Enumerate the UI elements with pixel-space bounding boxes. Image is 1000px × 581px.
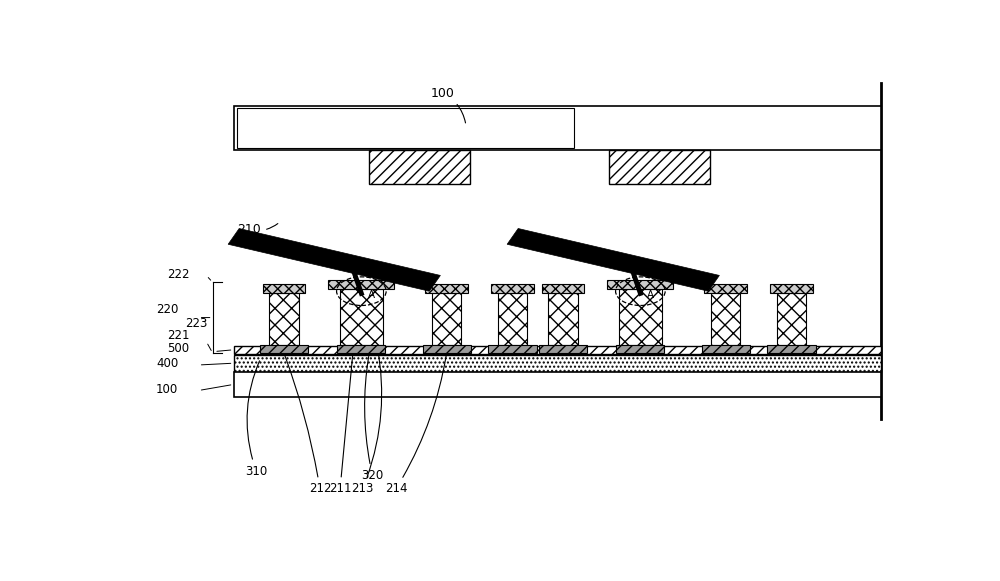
Bar: [425, 285, 468, 293]
Text: 100: 100: [431, 87, 466, 123]
Bar: [702, 345, 750, 353]
Bar: [340, 289, 383, 345]
Text: A: A: [368, 290, 375, 300]
Bar: [777, 293, 806, 345]
Text: 310: 310: [245, 361, 267, 478]
Text: 213: 213: [351, 347, 382, 496]
Bar: [539, 345, 587, 353]
Bar: [607, 280, 673, 289]
Bar: [548, 293, 578, 345]
Bar: [369, 150, 470, 184]
Text: 222: 222: [168, 268, 190, 281]
Bar: [337, 345, 385, 353]
Bar: [507, 228, 719, 291]
Bar: [491, 285, 534, 293]
Bar: [711, 293, 740, 345]
Bar: [234, 106, 881, 150]
Text: 221: 221: [168, 329, 190, 342]
Bar: [767, 345, 816, 353]
Bar: [770, 285, 813, 293]
Text: 320: 320: [361, 357, 384, 482]
Bar: [616, 345, 664, 353]
Text: 500: 500: [168, 342, 190, 354]
Bar: [542, 285, 584, 293]
Bar: [432, 293, 461, 345]
Bar: [488, 345, 537, 353]
Bar: [234, 354, 881, 372]
Bar: [237, 107, 574, 148]
Text: 220: 220: [156, 303, 178, 316]
Text: 223: 223: [185, 317, 208, 329]
Text: 210: 210: [237, 223, 278, 236]
Text: 100: 100: [156, 383, 178, 396]
Text: 212: 212: [285, 356, 331, 496]
Bar: [619, 289, 662, 345]
Bar: [328, 280, 394, 289]
Bar: [260, 345, 308, 353]
Bar: [234, 372, 881, 397]
Text: A: A: [647, 290, 654, 300]
Bar: [269, 293, 299, 345]
Text: 400: 400: [156, 357, 178, 370]
Bar: [234, 346, 881, 354]
Bar: [263, 285, 305, 293]
Bar: [704, 285, 747, 293]
Bar: [423, 345, 471, 353]
Text: 211: 211: [329, 347, 353, 496]
Bar: [228, 228, 440, 291]
Bar: [498, 293, 527, 345]
Bar: [609, 150, 710, 184]
Text: 214: 214: [385, 356, 446, 496]
